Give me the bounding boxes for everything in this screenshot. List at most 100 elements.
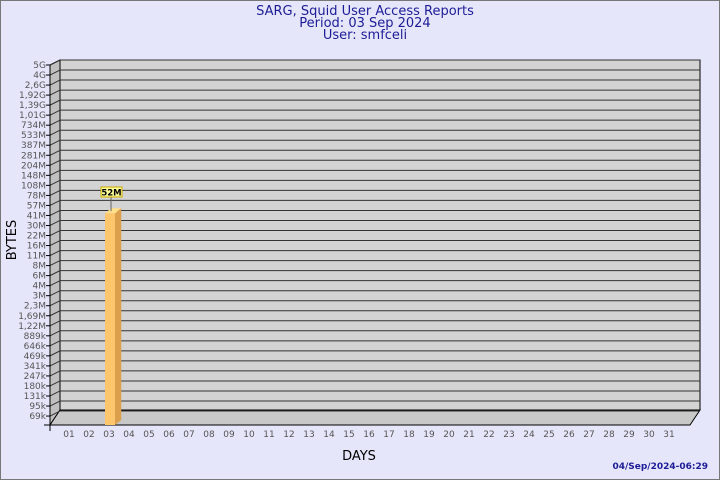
x-tick-label: 14 <box>323 430 335 440</box>
x-tick-label: 24 <box>523 430 535 440</box>
x-tick-label: 17 <box>383 430 394 440</box>
y-gridline-depth <box>49 129 61 136</box>
y-gridline-depth <box>49 360 61 367</box>
y-tick-label: 4M <box>33 282 47 292</box>
x-tick-label: 11 <box>263 430 274 440</box>
y-gridline-depth <box>49 340 61 347</box>
data-label: 52M <box>101 189 121 199</box>
y-tick-label: 341k <box>24 362 47 372</box>
x-tick-label: 26 <box>563 430 575 440</box>
y-gridline-depth <box>49 410 61 417</box>
y-tick-label: 4G <box>33 71 46 81</box>
x-tick-label: 19 <box>423 430 435 440</box>
y-tick-label: 95k <box>29 402 46 412</box>
y-gridline-depth <box>49 159 61 166</box>
y-gridline-depth <box>49 179 61 186</box>
y-tick-label: 734M <box>21 121 46 131</box>
chart-period: Period: 03 Sep 2024 <box>299 16 430 31</box>
y-tick-label: 78M <box>27 191 46 201</box>
y-tick-label: 1,39G <box>19 101 46 111</box>
y-tick-label: 2,6G <box>25 81 46 91</box>
y-tick-label: 16M <box>27 242 46 252</box>
y-tick-label: 8M <box>33 262 47 272</box>
y-gridline-depth <box>49 260 61 267</box>
x-axis-label: DAYS <box>342 449 376 464</box>
x-tick-label: 16 <box>363 430 375 440</box>
y-tick-label: 204M <box>21 161 46 171</box>
y-tick-label: 469k <box>24 352 47 362</box>
y-gridline-depth <box>49 270 61 277</box>
x-tick-label: 18 <box>403 430 415 440</box>
x-tick-label: 20 <box>443 430 455 440</box>
x-tick-label: 06 <box>163 430 175 440</box>
y-tick-label: 1,69M <box>18 312 46 322</box>
y-tick-label: 2,3M <box>24 302 46 312</box>
x-tick-label: 13 <box>303 430 314 440</box>
x-tick-label: 23 <box>503 430 514 440</box>
y-tick-label: 131k <box>24 392 47 402</box>
y-gridline-depth <box>49 290 61 297</box>
y-tick-label: 387M <box>21 141 46 151</box>
report-timestamp: 04/Sep/2024-06:29 <box>612 462 708 472</box>
y-gridline-depth <box>49 390 61 397</box>
x-tick-label: 25 <box>543 430 554 440</box>
y-gridline-depth <box>49 310 61 317</box>
y-gridline-depth <box>49 330 61 337</box>
x-tick-label: 28 <box>603 430 615 440</box>
chart-user: User: smfceli <box>323 28 407 43</box>
y-gridline-depth <box>49 370 61 377</box>
y-tick-label: 889k <box>24 332 47 342</box>
y-tick-label: 6M <box>33 272 47 282</box>
y-gridline-depth <box>49 139 61 146</box>
x-tick-label: 01 <box>63 430 74 440</box>
y-gridline-depth <box>49 189 61 196</box>
y-gridline-depth <box>49 89 61 96</box>
y-gridline-depth <box>49 119 61 126</box>
y-tick-label: 3M <box>33 292 47 302</box>
bar <box>105 213 115 425</box>
y-tick-label: 5G <box>33 61 46 71</box>
x-tick-label: 21 <box>463 430 474 440</box>
y-tick-label: 30M <box>27 221 46 231</box>
data-label-box <box>100 186 123 198</box>
y-gridline-depth <box>49 280 61 287</box>
x-tick-label: 07 <box>183 430 194 440</box>
x-tick-label: 27 <box>583 430 594 440</box>
x-tick-label: 03 <box>103 430 114 440</box>
chart-title: SARG, Squid User Access Reports <box>256 4 474 19</box>
floor <box>49 409 701 426</box>
x-tick-label: 12 <box>283 430 294 440</box>
y-tick-label: 11M <box>27 252 46 262</box>
y-gridline-depth <box>49 230 61 236</box>
y-gridline-depth <box>49 240 61 246</box>
y-gridline-depth <box>49 169 61 176</box>
x-tick-label: 09 <box>223 430 235 440</box>
y-tick-label: 22M <box>27 232 46 242</box>
y-tick-label: 533M <box>21 131 46 141</box>
x-tick-label: 30 <box>643 430 655 440</box>
y-tick-label: 41M <box>27 211 46 221</box>
y-gridline-depth <box>49 109 61 116</box>
y-axis-label: BYTES <box>5 220 20 261</box>
y-gridline-depth <box>49 69 61 76</box>
x-tick-label: 04 <box>123 430 135 440</box>
y-tick-label: 69k <box>29 412 46 422</box>
y-tick-label: 247k <box>24 372 47 382</box>
y-gridline-depth <box>49 350 61 357</box>
x-tick-label: 15 <box>343 430 354 440</box>
y-tick-label: 148M <box>21 171 46 181</box>
x-tick-label: 10 <box>243 430 255 440</box>
y-tick-label: 1,22M <box>18 322 46 332</box>
y-gridline-depth <box>49 250 61 257</box>
y-gridline-depth <box>49 400 61 407</box>
bar-side <box>115 208 122 425</box>
y-gridline-depth <box>49 300 61 307</box>
x-tick-label: 05 <box>143 430 154 440</box>
y-gridline-depth <box>49 149 61 156</box>
y-tick-label: 180k <box>24 382 47 392</box>
y-gridline-depth <box>49 320 61 327</box>
x-tick-label: 31 <box>663 430 674 440</box>
y-tick-label: 1,01G <box>19 111 46 121</box>
y-gridline-depth <box>49 210 61 216</box>
